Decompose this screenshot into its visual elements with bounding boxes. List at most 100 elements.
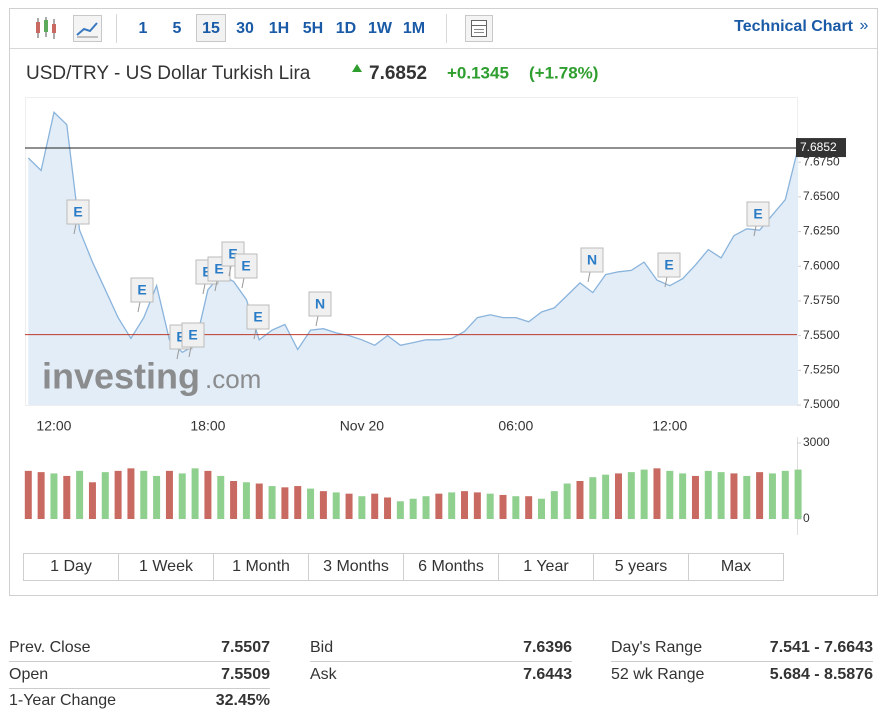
stat-label: Ask [310,666,338,683]
volume-bar [576,481,584,519]
volume-bar [704,470,712,519]
interval-button[interactable]: 1W [368,20,393,37]
range-label[interactable]: 5 years [615,558,667,575]
event-label[interactable]: E [253,309,262,325]
event-stem [73,223,77,235]
event-label[interactable]: E [241,258,250,274]
range-label[interactable]: Max [721,558,751,575]
volume-bar [691,475,699,519]
volume-bar [332,492,340,519]
event-label[interactable]: E [202,264,211,280]
range-label[interactable]: 1 Week [139,558,194,575]
volume-bar [679,473,687,519]
event-label[interactable]: N [587,252,597,268]
link-arrow[interactable]: » [860,17,869,34]
event-flag[interactable] [746,201,770,227]
x-tick-label: 06:00 [498,418,533,434]
volume-bar [281,487,289,519]
stat-value: 7.6396 [523,639,572,656]
volume-bar [614,473,622,519]
event-stem [176,348,180,360]
volume-bar [525,496,533,519]
event-label[interactable]: N [315,296,325,312]
volume-bar [794,469,802,519]
interval-button[interactable]: 15 [202,20,220,37]
range-label[interactable]: 1 Day [50,558,92,575]
icon-candle [44,20,48,32]
event-flag[interactable] [234,253,258,279]
event-stem [137,301,141,313]
volume-bar [499,494,507,519]
y-tick-label: 7.6000 [803,258,840,272]
volume-bar [563,483,571,519]
event-label[interactable]: E [176,329,185,345]
range-button[interactable] [688,553,784,581]
interval-button[interactable]: 5 [173,20,182,37]
candle-icon[interactable] [31,17,61,41]
active-interval[interactable] [196,14,226,42]
event-label[interactable]: E [214,261,223,277]
range-button[interactable] [403,553,499,581]
volume-bar [255,483,263,519]
interval-button[interactable]: 1M [403,20,425,37]
event-flag[interactable] [181,322,205,348]
event-label[interactable]: E [137,282,146,298]
volume-bar [550,491,558,519]
volume-bar [230,481,238,519]
icon-bg[interactable] [73,15,102,42]
event-label[interactable]: E [188,327,197,343]
event-flag[interactable] [580,247,604,273]
volume-bar [589,477,597,519]
volume-bar [486,493,494,519]
event-label[interactable]: E [73,204,82,220]
interval-button[interactable]: 5H [303,20,323,37]
volume-bar [371,493,379,519]
event-stem [315,315,319,327]
range-label[interactable]: 3 Months [323,558,389,575]
event-flag[interactable] [130,277,154,303]
event-stem [241,277,245,289]
volume-bar [730,473,738,519]
volume-bar [512,496,520,519]
chart-layer: 7.5000 7.5250 7.5500 7.5750 7.6000 7.6250 7.65… [24,111,846,535]
technical-chart-link[interactable]: Technical Chart [734,18,854,35]
event-label[interactable]: E [753,206,762,222]
interval-button[interactable]: 30 [236,20,254,37]
range-label[interactable]: 1 Year [523,558,569,575]
interval-button[interactable]: 1H [269,20,289,37]
range-button[interactable] [23,553,119,581]
event-flag[interactable] [657,252,681,278]
range-button[interactable] [498,553,594,581]
event-stem [664,276,668,288]
y-tick-label: 7.5500 [803,328,840,342]
interval-button[interactable]: 1 [139,20,148,37]
event-flag[interactable] [66,199,90,225]
stat-label: 1-Year Change [9,692,116,709]
line-icon[interactable] [73,15,102,42]
range-label[interactable]: 1 Month [232,558,290,575]
event-label[interactable]: E [228,246,237,262]
price-area [28,112,799,406]
stat-value: 7.5507 [221,639,270,656]
range-button[interactable] [213,553,309,581]
event-flag[interactable] [246,304,270,330]
y-tick-label: 7.5750 [803,293,840,307]
volume-bar [101,472,109,519]
volume-bar [191,468,199,519]
watermark: investing [42,356,200,397]
range-button[interactable] [308,553,404,581]
table-icon[interactable] [465,15,493,42]
volume-bar [627,472,635,519]
event-label[interactable]: E [664,257,673,273]
icon-candle [36,22,40,33]
volume-bar [640,469,648,519]
volume-bar [384,497,392,519]
volume-bar [653,468,661,519]
stat-value: 32.45% [216,692,270,709]
volume-bar [473,492,481,519]
y-tick-label: 7.6250 [803,224,840,238]
interval-button[interactable]: 1D [336,20,356,37]
range-label[interactable]: 6 Months [418,558,484,575]
volume-bar [461,491,469,519]
event-flag[interactable] [308,291,332,317]
